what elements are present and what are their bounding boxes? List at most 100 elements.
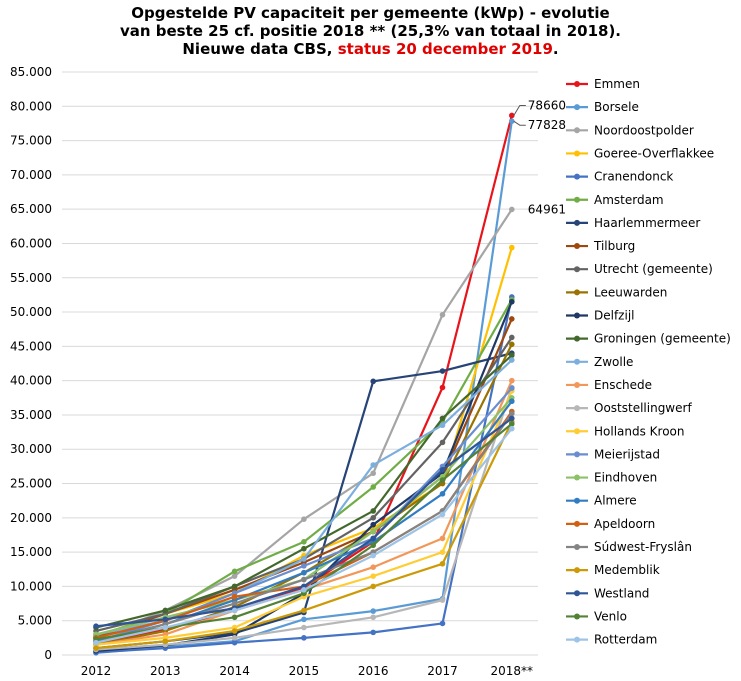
series-line xyxy=(95,387,513,643)
x-tick-label: 2018** xyxy=(491,664,534,678)
data-point xyxy=(439,560,446,567)
y-tick-label: 60.000 xyxy=(10,236,52,250)
data-point xyxy=(301,545,307,552)
title-line-3-prefix: Nieuwe data CBS, xyxy=(182,40,338,58)
data-point xyxy=(439,477,446,483)
legend-swatch-marker xyxy=(574,567,580,574)
legend-label: Rotterdam xyxy=(594,633,657,647)
legend-item: Meierijstad xyxy=(566,447,660,461)
y-tick-label: 80.000 xyxy=(10,99,52,113)
data-point xyxy=(301,516,307,522)
legend-label: Enschede xyxy=(594,378,652,392)
legend-swatch-marker xyxy=(574,196,580,203)
legend-item: Apeldoorn xyxy=(566,517,655,531)
legend-label: Amsterdam xyxy=(594,193,664,207)
legend-item: Almere xyxy=(566,494,637,508)
data-point xyxy=(231,573,238,579)
data-point xyxy=(231,583,238,590)
data-point xyxy=(509,112,515,119)
series-line xyxy=(95,380,513,646)
legend-item: Westland xyxy=(566,586,649,600)
legend-swatch-marker xyxy=(574,428,580,435)
data-point xyxy=(439,535,446,542)
legend-label: Leeuwarden xyxy=(594,285,667,299)
data-point xyxy=(370,521,377,528)
legend-item: Eindhoven xyxy=(566,471,657,485)
data-point xyxy=(370,552,377,559)
y-tick-label: 75.000 xyxy=(10,134,52,148)
legend-swatch-marker xyxy=(574,613,580,620)
data-point xyxy=(93,645,99,651)
legend-label: Eindhoven xyxy=(594,471,657,485)
data-point xyxy=(301,569,307,576)
legend-label: Zwolle xyxy=(594,355,633,369)
legend-label: Delfzijl xyxy=(594,309,634,323)
legend-item: Tilburg xyxy=(566,239,635,253)
series-line xyxy=(95,343,513,646)
data-point xyxy=(231,593,238,600)
data-point xyxy=(301,576,307,583)
legend-item: Emmen xyxy=(566,77,640,91)
data-point xyxy=(301,587,307,593)
data-point xyxy=(231,635,238,641)
y-tick-label: 0 xyxy=(44,648,52,662)
data-point xyxy=(231,614,238,621)
y-tick-label: 45.000 xyxy=(10,339,52,353)
legend-label: Westland xyxy=(594,586,649,600)
legend-item: Haarlemmermeer xyxy=(566,216,700,230)
legend-swatch-marker xyxy=(574,173,580,180)
y-axis-ticks: 0 5.000 10.000 15.000 20.000 25.000 30.000 35.0… xyxy=(10,65,52,662)
data-point xyxy=(231,607,238,614)
data-point xyxy=(231,628,238,634)
x-tick-label: 2012 xyxy=(81,664,112,678)
data-point xyxy=(439,549,446,555)
legend-swatch-marker xyxy=(574,243,580,250)
data-point xyxy=(439,415,446,422)
data-point xyxy=(370,542,377,549)
annotation-label: 77828 xyxy=(528,118,566,132)
legend-swatch-marker xyxy=(574,312,580,319)
data-point xyxy=(509,316,515,322)
legend-swatch-marker xyxy=(574,451,580,458)
annotation-leader xyxy=(513,104,526,116)
series-apeldoorn xyxy=(93,408,515,641)
data-point xyxy=(162,638,169,645)
data-point xyxy=(370,608,377,614)
data-point xyxy=(509,244,515,251)
legend-swatch-marker xyxy=(574,219,580,226)
legend-swatch-marker xyxy=(574,520,580,527)
data-point xyxy=(301,539,307,545)
x-tick-label: 2014 xyxy=(219,664,250,678)
data-point xyxy=(301,624,307,631)
title-line-3-suffix: . xyxy=(552,40,559,58)
legend-label: Almere xyxy=(594,494,637,508)
data-point xyxy=(509,415,515,422)
data-point xyxy=(231,568,238,575)
legend-item: Zwolle xyxy=(566,355,633,369)
data-point xyxy=(509,398,515,405)
legend-swatch-marker xyxy=(574,474,580,481)
data-point xyxy=(370,614,377,621)
title-status-date: status 20 december 2019 xyxy=(337,40,553,58)
legend-swatch-marker xyxy=(574,544,580,550)
annotation-label: 64961 xyxy=(528,202,566,216)
legend-label: Medemblik xyxy=(594,563,660,577)
x-tick-label: 2015 xyxy=(289,664,320,678)
x-tick-label: 2013 xyxy=(150,664,181,678)
title-line-1: Opgestelde PV capaciteit per gemeente (k… xyxy=(131,4,610,22)
legend-swatch-marker xyxy=(574,150,580,157)
data-point xyxy=(509,206,515,213)
data-point xyxy=(370,484,377,490)
data-point xyxy=(509,421,515,427)
legend-label: Groningen (gemeente) xyxy=(594,332,731,346)
data-point xyxy=(509,341,515,348)
series-leeuwarden xyxy=(93,341,515,648)
data-point xyxy=(509,334,515,341)
legend-label: Borsele xyxy=(594,100,639,114)
legend-item: Groningen (gemeente) xyxy=(566,332,731,346)
legend-swatch-marker xyxy=(574,405,580,412)
y-tick-label: 15.000 xyxy=(10,545,52,559)
legend-label: Súdwest-Fryslân xyxy=(594,540,692,554)
series-meierijstad xyxy=(93,385,515,645)
